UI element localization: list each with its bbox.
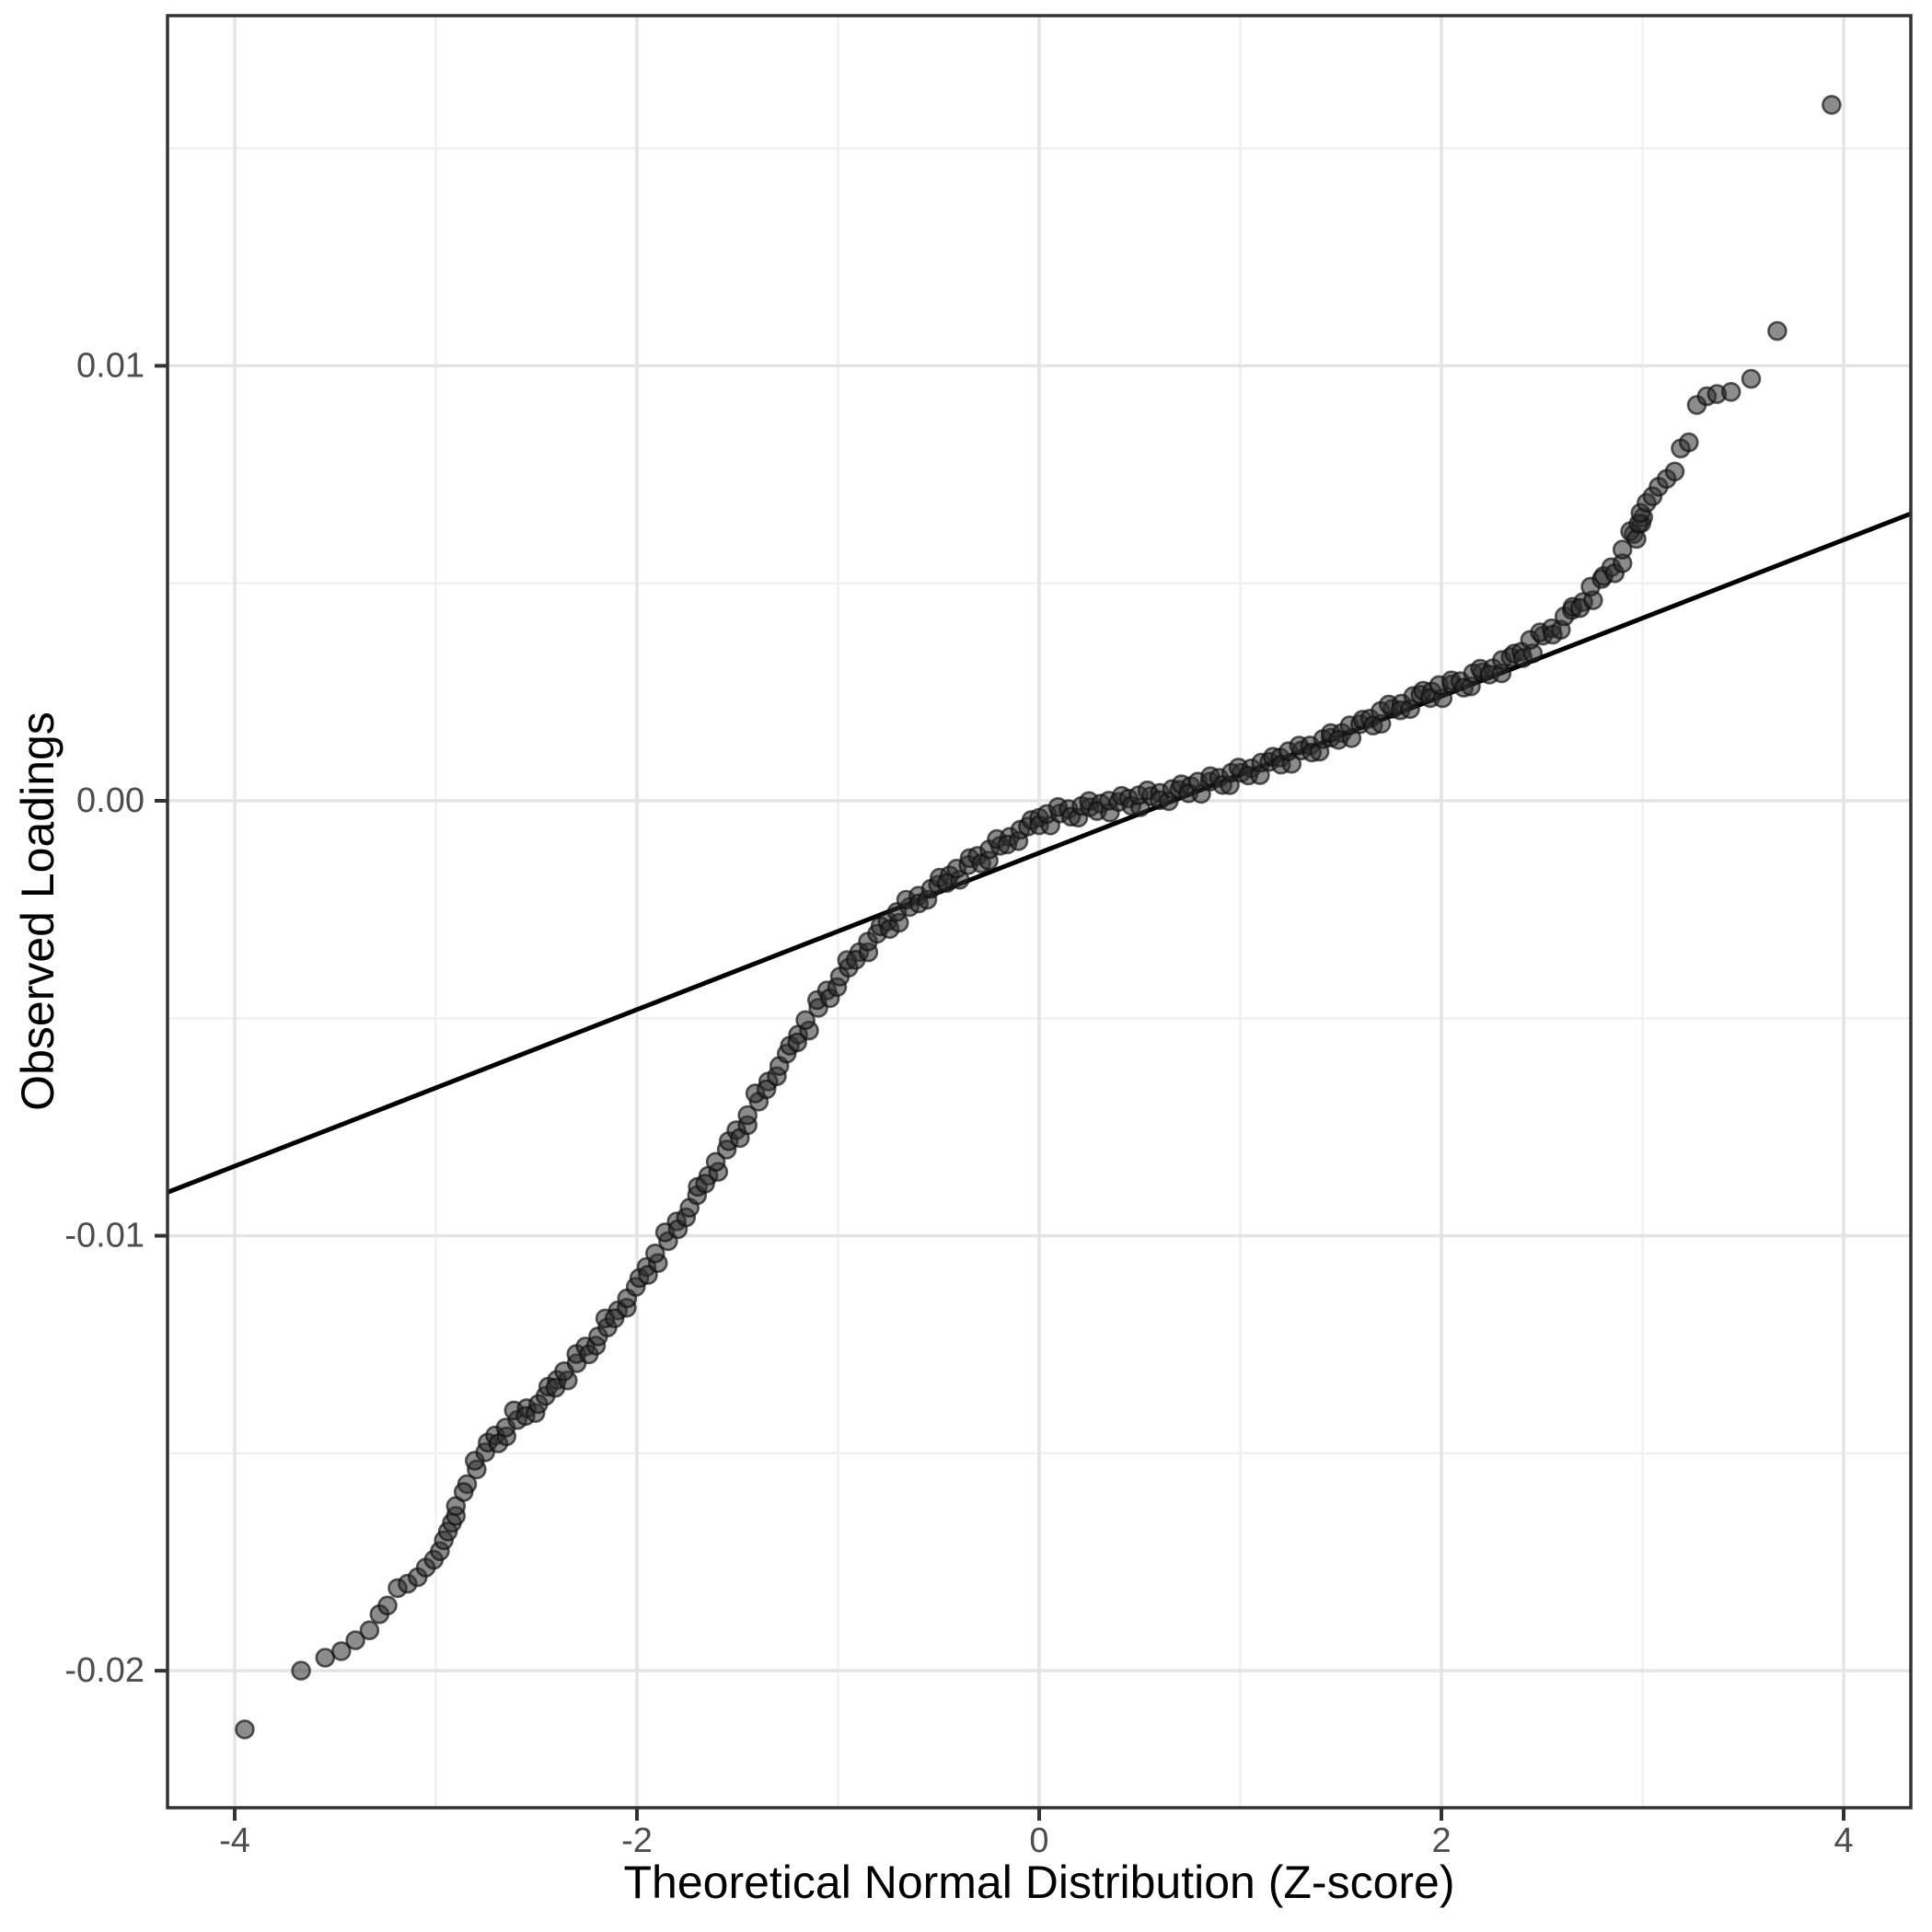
qq-point (235, 1719, 255, 1740)
reference-line (167, 511, 1912, 1195)
qq-point (644, 1244, 665, 1264)
qq-point (453, 1482, 474, 1502)
qq-points-layer (235, 95, 1842, 1740)
qq-point (1720, 381, 1741, 402)
qq-point (330, 1641, 352, 1661)
qq-point (1679, 432, 1699, 453)
qq-point (315, 1648, 336, 1668)
qq-point (291, 1660, 311, 1681)
x-tick-label: 0 (1029, 1822, 1048, 1860)
x-axis-title: Theoretical Normal Distribution (Z-score… (623, 1857, 1454, 1908)
qq-point (1767, 320, 1787, 341)
qq-point (1612, 539, 1633, 560)
x-tick-label: 4 (1834, 1822, 1853, 1860)
qq-point (1741, 368, 1762, 389)
qq-point (695, 1174, 715, 1194)
y-tick-labels: 0.01 0.00 -0.01 -0.02 (64, 346, 145, 1690)
qq-point (1664, 461, 1685, 482)
y-tick-label: 0.01 (76, 346, 145, 385)
y-axis-title: Observed Loadings (12, 711, 64, 1111)
y-tick-label: 0.00 (76, 781, 145, 820)
qq-point (787, 1032, 808, 1053)
x-tick-label: -2 (621, 1822, 653, 1860)
y-tick-label: -0.02 (64, 1651, 145, 1690)
x-tick-label: -4 (219, 1822, 250, 1860)
qq-point (604, 1308, 625, 1329)
qq-point (737, 1105, 758, 1126)
x-tick-labels: -4 -2 0 2 4 (219, 1822, 1854, 1860)
qq-point (795, 1010, 816, 1031)
grid-major-lines (168, 16, 1911, 1808)
qq-point (377, 1595, 398, 1616)
qq-point (345, 1630, 365, 1650)
qq-point (1822, 95, 1842, 115)
y-tick-label: -0.01 (64, 1217, 145, 1255)
axis-ticks (155, 364, 1846, 1821)
qq-point (705, 1151, 726, 1173)
x-tick-label: 2 (1431, 1822, 1451, 1860)
qq-point (359, 1620, 380, 1640)
qq-point (756, 1079, 777, 1100)
